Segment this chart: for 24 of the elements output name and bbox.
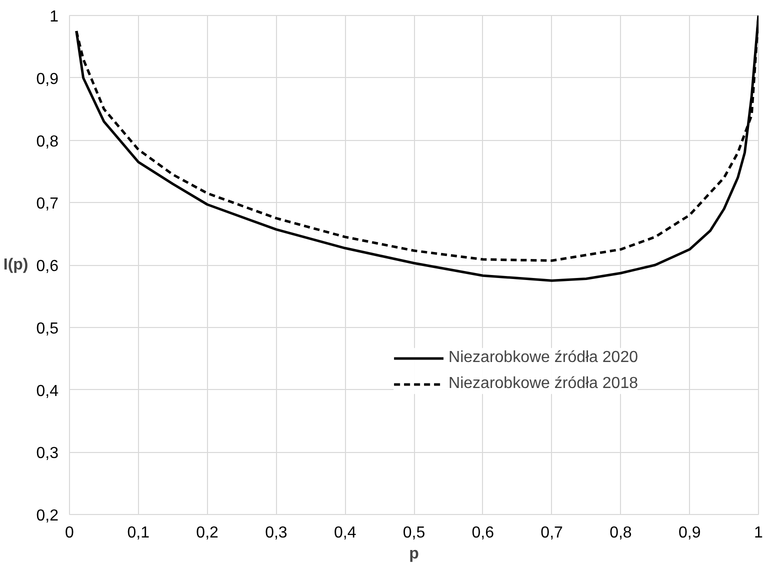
x-tick-label: 0,4 [334,524,356,542]
legend-label: Niezarobkowe źródła 2020 [448,349,638,367]
x-tick-label: 0,9 [678,524,701,542]
y-tick-label: 0,8 [36,133,59,150]
x-tick-label: 0,1 [127,524,150,542]
x-tick-label: 0,7 [540,524,564,542]
y-tick-label: 0,3 [36,445,59,462]
x-tick-label: 0,6 [472,524,494,542]
x-axis-title: p [409,546,420,562]
x-tick-label: 0,5 [402,524,426,542]
legend-label: Niezarobkowe źródła 2018 [448,375,638,393]
x-tick-label: 0,2 [196,524,219,542]
x-tick-label: 1 [754,524,764,542]
x-tick-label: 0,3 [265,524,288,542]
y-tick-label: 0,7 [36,196,59,213]
y-tick-label: 0,6 [36,258,59,275]
y-tick-label: 0,5 [36,320,59,338]
y-tick-label: 1 [50,8,59,26]
y-tick-label: 0,2 [36,508,59,524]
x-tick-label: 0 [65,524,74,542]
y-axis-title: I(p) [3,256,28,274]
y-tick-label: 0,9 [36,70,59,88]
x-tick-label: 0,8 [610,524,632,542]
y-tick-label: 0,4 [36,382,59,400]
